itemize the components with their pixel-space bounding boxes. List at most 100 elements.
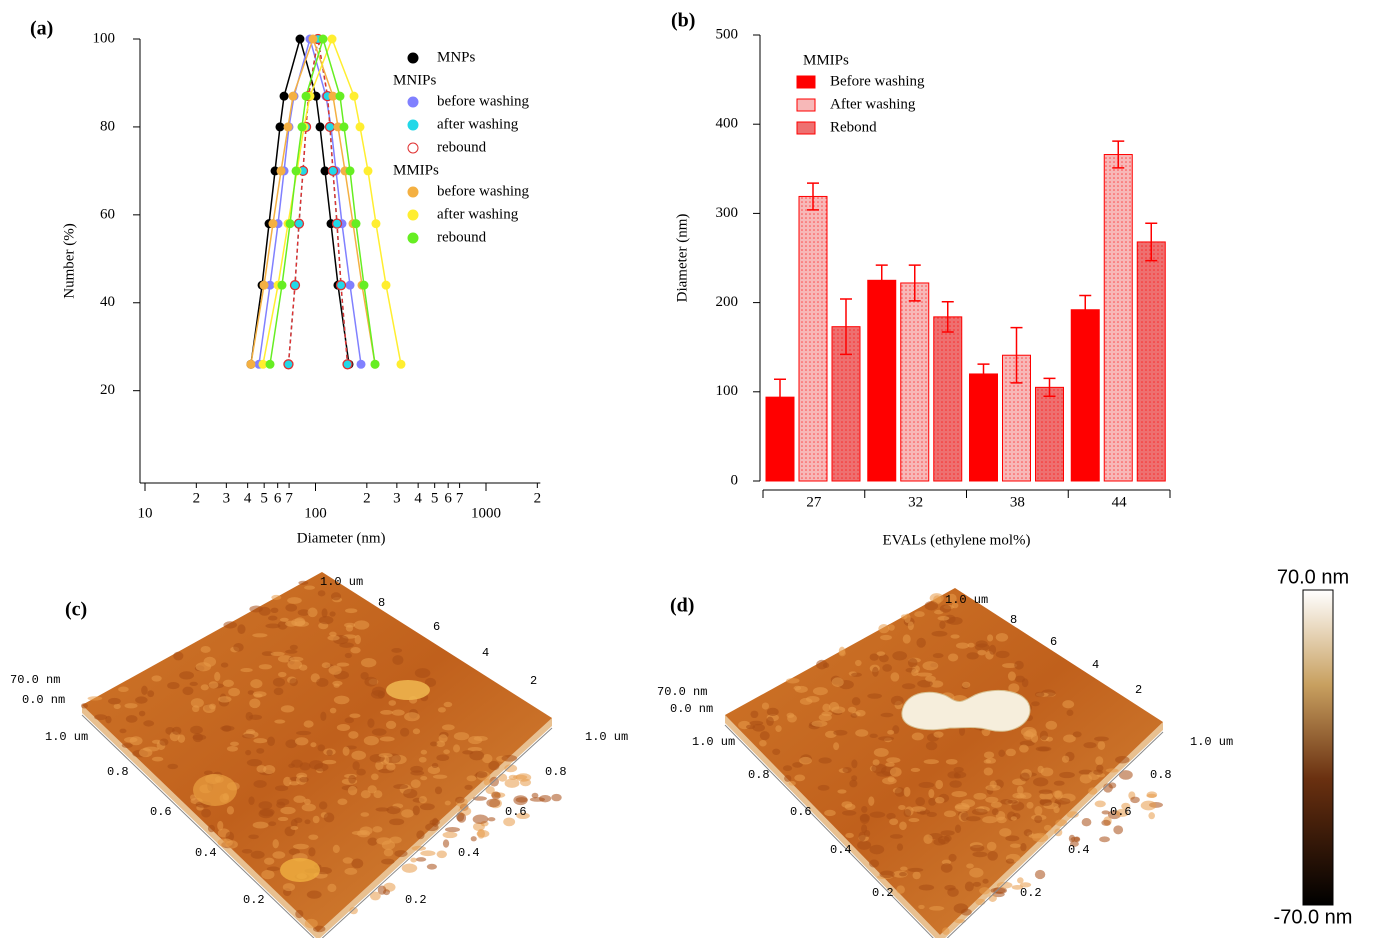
afm-grain	[985, 785, 1000, 791]
data-point	[268, 219, 277, 228]
legend-label: MNPs	[437, 49, 476, 65]
afm-grain	[1014, 661, 1024, 670]
afm-grain	[1148, 812, 1155, 819]
afm-grain	[869, 860, 879, 868]
afm-grain	[392, 655, 403, 665]
afm-grain	[911, 669, 918, 676]
afm-grain	[268, 821, 276, 826]
afm-grain	[918, 905, 924, 909]
afm-grain	[813, 687, 828, 695]
legend-label: Before washing	[830, 73, 925, 89]
afm-grain	[334, 696, 350, 705]
afm-axis-label: 6	[433, 620, 440, 634]
afm-grain	[1023, 731, 1033, 740]
afm-grain	[302, 804, 316, 812]
afm-grain	[949, 780, 961, 787]
afm-grain	[1041, 768, 1054, 777]
afm-grain	[373, 790, 382, 798]
afm-grain	[308, 608, 318, 618]
afm-axis-label: 1.0 um	[945, 593, 988, 607]
afm-grain	[267, 736, 275, 746]
data-point	[396, 360, 405, 369]
afm-grain	[275, 785, 288, 791]
afm-axis-label: 0.8	[1150, 768, 1172, 782]
afm-axis-label: 1.0 um	[692, 735, 735, 749]
series-line	[263, 39, 401, 364]
afm-grain	[351, 751, 366, 760]
afm-grain	[309, 760, 323, 769]
afm-grain	[280, 618, 289, 622]
afm-grain	[970, 845, 984, 852]
afm-grain	[118, 687, 129, 692]
afm-grain	[331, 592, 341, 600]
afm-grain	[878, 624, 889, 633]
afm-grain	[260, 808, 275, 816]
afm-grain	[420, 850, 435, 856]
afm-grain	[319, 801, 327, 809]
afm-grain	[944, 885, 955, 891]
afm-grain	[443, 839, 449, 847]
afm-grain	[880, 635, 892, 640]
afm-grain	[81, 703, 88, 708]
x-tick-label: 5	[260, 490, 268, 506]
data-point	[309, 35, 318, 44]
afm-grain	[357, 830, 370, 838]
bar	[868, 280, 896, 481]
legend-marker	[408, 210, 418, 220]
afm-grain	[403, 789, 417, 798]
afm-grain	[416, 830, 424, 839]
afm-grain	[273, 839, 279, 848]
afm-grain	[432, 818, 438, 827]
afm-grain	[992, 808, 999, 815]
afm-grain	[139, 711, 145, 717]
data-point	[356, 122, 365, 131]
afm-grain	[775, 725, 781, 732]
afm-grain	[420, 776, 427, 780]
afm-grain	[904, 787, 911, 797]
afm-axis-label: 0.2	[243, 893, 265, 907]
afm-grain	[386, 763, 395, 771]
afm-axis-label: 4	[1092, 658, 1099, 672]
afm-grain	[789, 781, 796, 786]
afm-grain	[837, 789, 846, 793]
afm-grain	[94, 714, 107, 720]
afm-grain	[471, 836, 477, 841]
afm-grain	[438, 707, 446, 712]
afm-grain	[152, 675, 162, 681]
legend-label: rebound	[437, 229, 487, 245]
afm-grain	[915, 797, 925, 806]
afm-grain	[348, 775, 356, 784]
afm-grain	[976, 640, 988, 647]
afm-grain	[919, 884, 934, 890]
afm-grain	[254, 693, 263, 697]
afm-grain	[941, 830, 955, 835]
afm-grain	[806, 696, 820, 703]
data-point	[364, 166, 373, 175]
y-axis-label: Diameter (nm)	[674, 214, 690, 303]
afm-grain	[442, 724, 455, 730]
afm-grain	[520, 779, 531, 787]
afm-grain	[1035, 692, 1044, 697]
afm-grain	[914, 611, 925, 617]
afm-grain	[1055, 790, 1063, 799]
afm-grain	[975, 899, 985, 905]
data-point	[339, 122, 348, 131]
afm-grain	[890, 767, 902, 777]
afm-grain	[969, 868, 983, 878]
afm-grain	[979, 887, 990, 894]
afm-grain	[855, 729, 868, 737]
afm-grain	[811, 720, 827, 726]
afm-grain	[839, 647, 845, 656]
afm-grain	[1062, 756, 1069, 763]
afm-grain	[824, 810, 836, 816]
afm-grain	[119, 729, 126, 734]
afm-grain	[288, 764, 295, 768]
afm-axis-label: 0.2	[1020, 886, 1042, 900]
afm-grain	[304, 585, 315, 589]
data-point	[319, 35, 328, 44]
afm-grain	[290, 645, 298, 650]
afm-grain	[1027, 802, 1034, 809]
afm-grain	[256, 748, 264, 754]
afm-grain	[246, 712, 253, 721]
afm-grain	[783, 765, 792, 771]
